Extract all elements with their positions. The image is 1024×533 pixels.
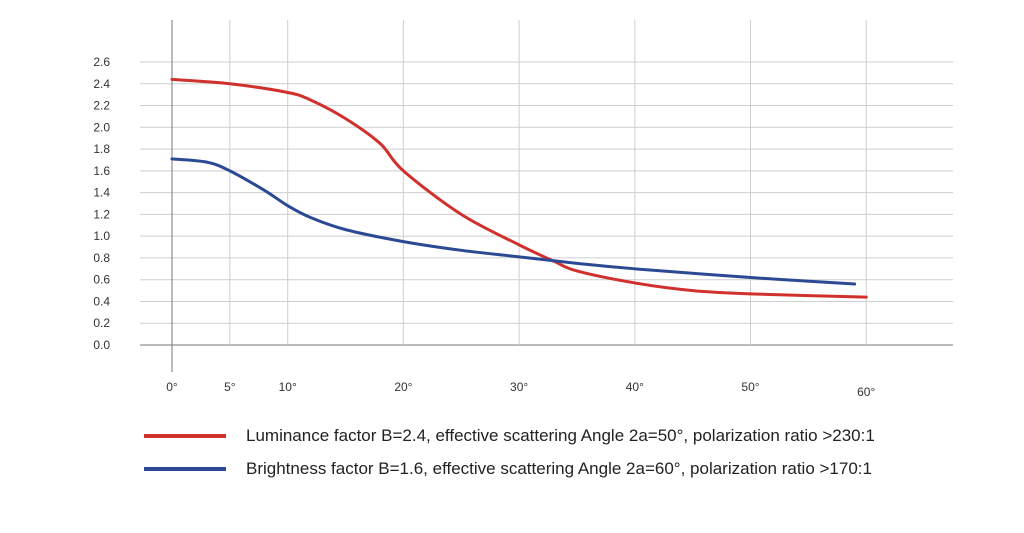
grid <box>140 20 953 372</box>
series-line-brightness <box>170 157 857 286</box>
y-tick-label: 0.8 <box>93 251 110 265</box>
tick-labels: 0.0 0.2 0.4 0.6 0.8 1.0 1.2 1.4 1.6 1.8 2.0 2.2 2.4 2… <box>93 55 875 399</box>
series-lines <box>170 77 868 299</box>
x-tick-label: 5° <box>224 380 236 394</box>
y-tick-label: 1.6 <box>93 164 110 178</box>
x-tick-label: 0° <box>166 380 178 394</box>
legend-swatch-red <box>144 434 226 438</box>
y-tick-label: 2.4 <box>93 77 110 91</box>
y-tick-label: 2.6 <box>93 55 110 69</box>
legend-item-luminance: Luminance factor B=2.4, effective scatte… <box>144 426 875 446</box>
y-tick-label: 1.4 <box>93 186 110 200</box>
y-tick-label: 0.2 <box>93 316 110 330</box>
y-tick-label: 1.8 <box>93 142 110 156</box>
x-tick-label: 50° <box>741 380 759 394</box>
y-tick-label: 1.0 <box>93 229 110 243</box>
legend-item-brightness: Brightness factor B=1.6, effective scatt… <box>144 459 872 479</box>
y-tick-label: 0.0 <box>93 338 110 352</box>
y-tick-label: 1.2 <box>93 207 110 221</box>
legend-label: Brightness factor B=1.6, effective scatt… <box>246 459 872 478</box>
y-tick-label: 2.0 <box>93 120 110 134</box>
x-tick-label: 30° <box>510 380 528 394</box>
x-tick-label: 20° <box>394 380 412 394</box>
series-line-luminance <box>170 77 868 299</box>
y-tick-label: 0.6 <box>93 273 110 287</box>
x-tick-label: 40° <box>626 380 644 394</box>
y-tick-label: 0.4 <box>93 294 110 308</box>
legend-label: Luminance factor B=2.4, effective scatte… <box>246 426 875 445</box>
x-tick-label: 10° <box>279 380 297 394</box>
x-tick-label: 60° <box>857 385 875 399</box>
legend-swatch-blue <box>144 467 226 471</box>
y-tick-label: 2.2 <box>93 99 110 113</box>
